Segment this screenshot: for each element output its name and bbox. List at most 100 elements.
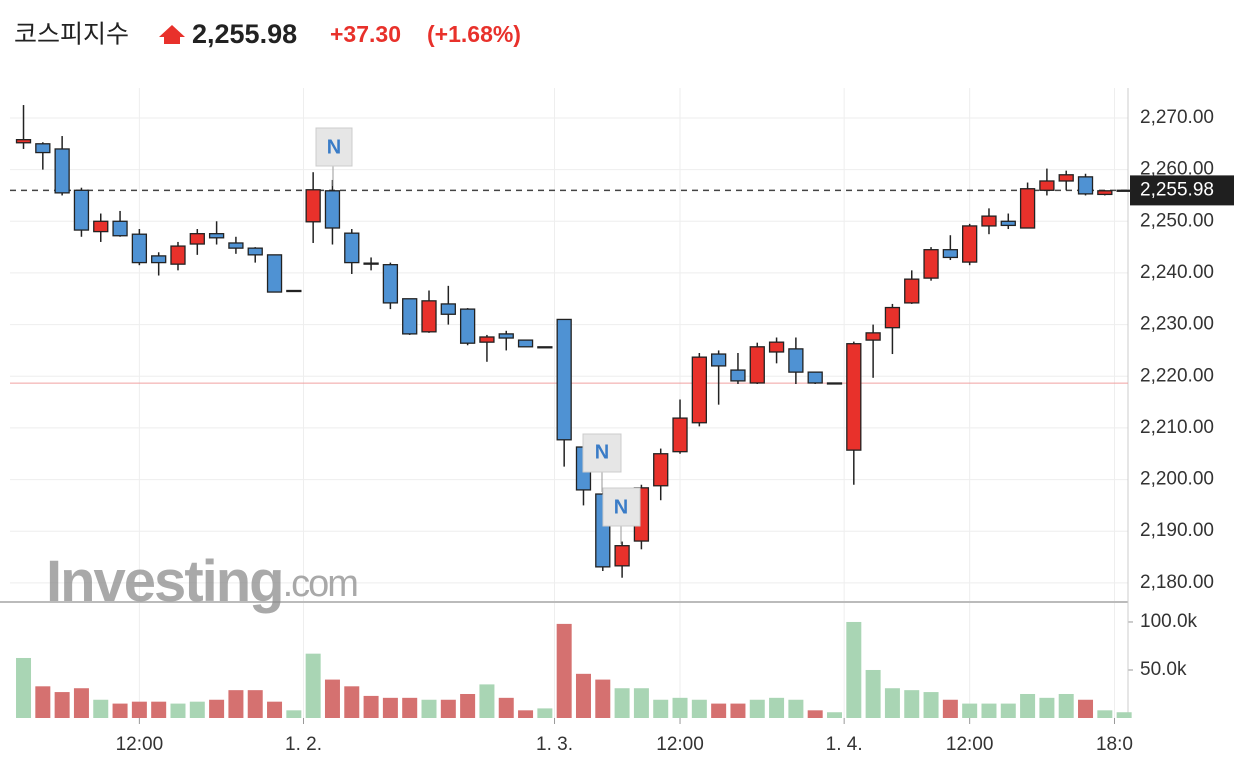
candle-body bbox=[653, 453, 669, 487]
last-price-box bbox=[1130, 175, 1234, 206]
up-arrow bbox=[159, 25, 185, 44]
y-tick-label: 2,240.00 bbox=[1140, 262, 1214, 283]
candle-body bbox=[672, 417, 688, 453]
y-tick-label: 2,270.00 bbox=[1140, 107, 1214, 128]
news-label: N bbox=[595, 441, 609, 463]
candle-body bbox=[614, 545, 630, 567]
candle-body bbox=[247, 247, 263, 256]
volume-bar bbox=[769, 697, 785, 718]
candle-body bbox=[208, 233, 225, 239]
volume-bar bbox=[93, 699, 109, 718]
candle-body bbox=[286, 289, 302, 293]
candle-body bbox=[35, 143, 51, 154]
candle-body bbox=[228, 242, 244, 249]
candle-body bbox=[324, 190, 341, 229]
last-price-label: 2,255.98 bbox=[1140, 179, 1214, 200]
volume-bar bbox=[807, 710, 823, 718]
news-marker: N bbox=[315, 127, 353, 186]
volume-bar bbox=[672, 697, 688, 718]
volume-bar bbox=[35, 686, 51, 718]
volume-bar bbox=[112, 703, 128, 718]
volume-bar bbox=[1078, 699, 1094, 718]
candle-body bbox=[768, 341, 785, 353]
candle-body bbox=[710, 353, 727, 367]
volume-bar bbox=[556, 623, 572, 718]
volume-bar bbox=[286, 710, 302, 718]
volume-bar bbox=[1000, 703, 1016, 718]
volume-bar bbox=[962, 703, 978, 718]
volume-bar bbox=[54, 692, 70, 718]
volume-bar bbox=[1020, 693, 1036, 718]
candle-body bbox=[189, 233, 205, 245]
volume-bar bbox=[730, 703, 746, 718]
candle-body bbox=[1097, 190, 1113, 196]
x-tick-label: 1. 4. bbox=[826, 734, 863, 755]
candle-body bbox=[1116, 189, 1132, 192]
candle-body bbox=[962, 225, 978, 263]
volume-bar bbox=[460, 693, 476, 718]
volume-bar bbox=[170, 703, 186, 718]
volume-bar bbox=[595, 679, 611, 718]
change-pct: (+1.68%) bbox=[427, 21, 521, 47]
watermark: Investing.com bbox=[46, 549, 357, 614]
volume-bar bbox=[614, 688, 630, 718]
volume-bar bbox=[151, 701, 167, 718]
candle-body bbox=[305, 189, 321, 223]
volume-tick-label: 100.0k bbox=[1140, 611, 1198, 632]
y-tick-label: 2,200.00 bbox=[1140, 469, 1214, 490]
candle-body bbox=[93, 220, 109, 233]
volume-bar bbox=[518, 710, 534, 718]
x-tick-label: 18:0 bbox=[1096, 734, 1133, 755]
candle-body bbox=[1019, 188, 1036, 229]
candle-body bbox=[537, 346, 553, 349]
news-marker: N bbox=[582, 433, 622, 492]
candle-body bbox=[15, 139, 32, 144]
candle-body bbox=[981, 215, 997, 227]
candle-body bbox=[402, 298, 418, 335]
volume-bar bbox=[575, 673, 591, 718]
volume-bar bbox=[846, 621, 862, 718]
candle-body bbox=[517, 339, 534, 348]
volume-bar bbox=[923, 692, 939, 718]
volume-bar bbox=[228, 690, 244, 718]
volume-bar bbox=[942, 699, 958, 718]
volume-tick-label: 50.0k bbox=[1140, 659, 1187, 680]
x-tick-label: 1. 3. bbox=[536, 734, 573, 755]
candle-body bbox=[826, 382, 843, 385]
news-label: N bbox=[614, 496, 628, 518]
candle-body bbox=[923, 249, 939, 279]
watermark-suffix: .com bbox=[283, 563, 358, 605]
candle-body bbox=[942, 249, 959, 259]
candle-body bbox=[131, 233, 148, 264]
candle-body bbox=[498, 333, 514, 339]
last-price: 2,255.98 bbox=[192, 19, 297, 49]
volume-bar bbox=[363, 695, 379, 718]
candle-body bbox=[1077, 176, 1094, 195]
volume-bar bbox=[421, 699, 437, 718]
candle-body bbox=[112, 220, 128, 237]
volume-bar bbox=[16, 657, 32, 718]
volume-bar bbox=[402, 697, 418, 718]
volume-bar bbox=[711, 703, 727, 718]
candle-body bbox=[904, 278, 920, 304]
candle-body bbox=[479, 336, 495, 343]
candle-body bbox=[459, 308, 476, 344]
volume-bar bbox=[247, 690, 263, 718]
candle-body bbox=[1058, 174, 1074, 182]
volume-bar bbox=[865, 669, 881, 718]
volume-bar bbox=[73, 688, 89, 718]
volume-bar bbox=[131, 701, 147, 718]
volume-bar bbox=[305, 653, 321, 718]
volume-bar bbox=[691, 699, 707, 718]
y-tick-label: 2,210.00 bbox=[1140, 417, 1214, 438]
volume-bar bbox=[498, 697, 514, 718]
volume-bar bbox=[981, 703, 997, 718]
volume-bar bbox=[1039, 697, 1055, 718]
volume-bar bbox=[1097, 710, 1113, 718]
volume-bar bbox=[267, 701, 283, 718]
volume-bar bbox=[1058, 693, 1074, 718]
volume-bar bbox=[479, 684, 495, 718]
volume-bar bbox=[904, 690, 920, 718]
